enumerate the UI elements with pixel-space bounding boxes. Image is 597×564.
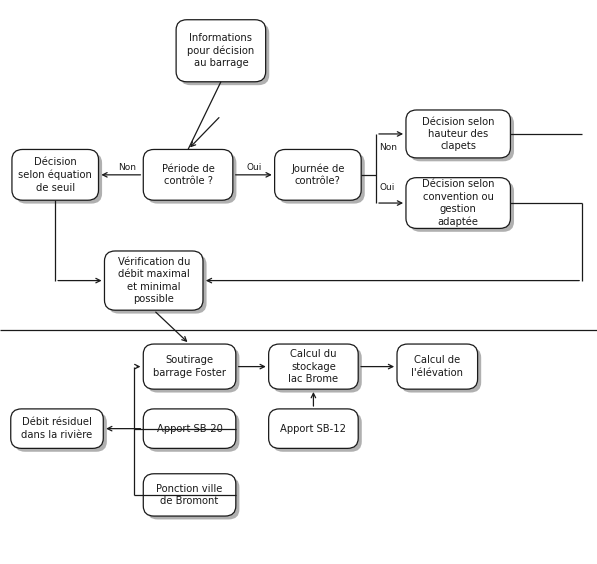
Text: Débit résiduel
dans la rivière: Débit résiduel dans la rivière bbox=[21, 417, 93, 440]
Text: Soutirage
barrage Foster: Soutirage barrage Foster bbox=[153, 355, 226, 378]
FancyBboxPatch shape bbox=[278, 153, 365, 204]
FancyBboxPatch shape bbox=[14, 412, 107, 452]
FancyBboxPatch shape bbox=[11, 409, 103, 448]
Text: Calcul de
l'élévation: Calcul de l'élévation bbox=[411, 355, 463, 378]
FancyBboxPatch shape bbox=[147, 153, 236, 204]
FancyBboxPatch shape bbox=[269, 409, 358, 448]
Text: Période de
contrôle ?: Période de contrôle ? bbox=[162, 164, 214, 186]
Text: Informations
pour décision
au barrage: Informations pour décision au barrage bbox=[187, 33, 254, 68]
FancyBboxPatch shape bbox=[143, 409, 236, 448]
Text: Oui: Oui bbox=[379, 183, 395, 192]
FancyBboxPatch shape bbox=[406, 110, 510, 158]
FancyBboxPatch shape bbox=[269, 344, 358, 389]
FancyBboxPatch shape bbox=[147, 347, 239, 393]
FancyBboxPatch shape bbox=[406, 178, 510, 228]
FancyBboxPatch shape bbox=[104, 251, 203, 310]
FancyBboxPatch shape bbox=[108, 254, 207, 314]
Text: Non: Non bbox=[379, 143, 397, 152]
FancyBboxPatch shape bbox=[410, 181, 514, 232]
Text: Non: Non bbox=[118, 163, 136, 172]
Text: Décision
selon équation
de seuil: Décision selon équation de seuil bbox=[19, 157, 92, 192]
FancyBboxPatch shape bbox=[143, 474, 236, 516]
Text: Ponction ville
de Bromont: Ponction ville de Bromont bbox=[156, 484, 223, 506]
FancyBboxPatch shape bbox=[147, 477, 239, 519]
FancyBboxPatch shape bbox=[272, 412, 362, 452]
FancyBboxPatch shape bbox=[16, 153, 102, 204]
FancyBboxPatch shape bbox=[176, 20, 266, 82]
FancyBboxPatch shape bbox=[12, 149, 99, 200]
FancyBboxPatch shape bbox=[180, 23, 269, 85]
FancyBboxPatch shape bbox=[143, 149, 233, 200]
FancyBboxPatch shape bbox=[401, 347, 481, 393]
FancyBboxPatch shape bbox=[410, 113, 514, 161]
FancyBboxPatch shape bbox=[397, 344, 478, 389]
FancyBboxPatch shape bbox=[143, 344, 236, 389]
Text: Décision selon
hauteur des
clapets: Décision selon hauteur des clapets bbox=[422, 117, 494, 151]
Text: Oui: Oui bbox=[246, 163, 261, 172]
Text: Apport SB-20: Apport SB-20 bbox=[156, 424, 223, 434]
Text: Journée de
contrôle?: Journée de contrôle? bbox=[291, 164, 344, 186]
FancyBboxPatch shape bbox=[147, 412, 239, 452]
Text: Apport SB-12: Apport SB-12 bbox=[281, 424, 346, 434]
Text: Calcul du
stockage
lac Brome: Calcul du stockage lac Brome bbox=[288, 349, 338, 384]
FancyBboxPatch shape bbox=[275, 149, 361, 200]
Text: Décision selon
convention ou
gestion
adaptée: Décision selon convention ou gestion ada… bbox=[422, 179, 494, 227]
FancyBboxPatch shape bbox=[272, 347, 362, 393]
Text: Vérification du
débit maximal
et minimal
possible: Vérification du débit maximal et minimal… bbox=[118, 257, 190, 304]
